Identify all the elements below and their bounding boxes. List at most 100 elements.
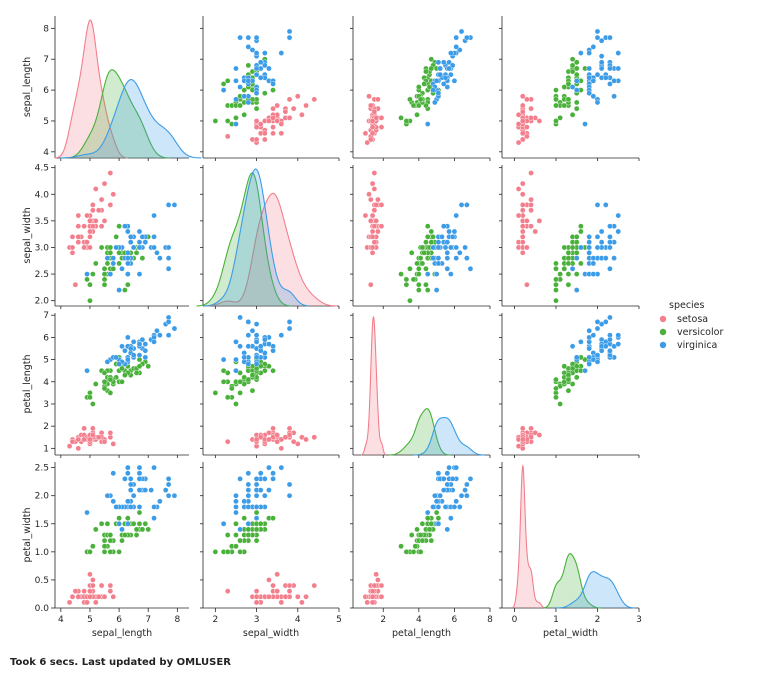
scatter-point-setosa	[524, 218, 530, 224]
scatter-point-versicolor	[573, 239, 580, 245]
scatter-point-versicolor	[87, 549, 93, 555]
scatter-point-virginica	[435, 59, 442, 66]
x-tick-label: 4	[58, 615, 64, 625]
y-tick-label: 4	[43, 378, 49, 388]
scatter-point-virginica	[424, 121, 431, 127]
scatter-point-virginica	[270, 347, 276, 354]
scatter-point-versicolor	[224, 370, 231, 376]
scatter-point-versicolor	[423, 239, 429, 245]
scatter-point-virginica	[253, 515, 260, 521]
scatter-point-versicolor	[565, 249, 572, 256]
scatter-point-versicolor	[573, 249, 580, 256]
scatter-point-setosa	[364, 139, 371, 146]
scatter-point-versicolor	[428, 56, 435, 63]
scatter-point-virginica	[611, 255, 617, 261]
kde-line-versicolor	[543, 553, 602, 609]
scatter-point-virginica	[119, 265, 125, 272]
scatter-point-setosa	[270, 130, 276, 137]
scatter-point-virginica	[278, 50, 285, 56]
scatter-point-setosa	[270, 105, 276, 112]
scatter-point-virginica	[266, 487, 272, 493]
scatter-point-virginica	[245, 481, 252, 488]
scatter-point-setosa	[378, 223, 385, 229]
y-axis-label: petal_width	[22, 508, 33, 563]
scatter-point-setosa	[519, 249, 526, 256]
scatter-point-versicolor	[237, 390, 243, 396]
scatter-point-setosa	[107, 582, 114, 589]
x-tick-label: 5	[87, 615, 93, 625]
scatter-point-virginica	[125, 255, 131, 261]
scatter-point-virginica	[453, 34, 459, 41]
scatter-point-versicolor	[101, 385, 108, 392]
scatter-point-versicolor	[253, 509, 260, 516]
scatter-point-virginica	[127, 239, 134, 245]
scatter-point-setosa	[282, 108, 289, 115]
scatter-point-versicolor	[553, 394, 559, 401]
scatter-point-setosa	[519, 202, 526, 208]
scatter-point-virginica	[440, 81, 447, 87]
scatter-point-setosa	[257, 121, 264, 127]
scatter-point-virginica	[446, 228, 452, 235]
panel-petal_width-vs-petal_length	[352, 462, 490, 609]
scatter-point-versicolor	[237, 549, 243, 555]
scatter-point-virginica	[136, 271, 143, 277]
scatter-point-setosa	[81, 223, 87, 229]
scatter-point-setosa	[95, 593, 102, 600]
scatter-point-versicolor	[212, 390, 219, 396]
scatter-point-virginica	[607, 65, 613, 72]
scatter-point-virginica	[586, 249, 592, 256]
scatter-point-virginica	[245, 487, 252, 493]
scatter-point-versicolor	[428, 537, 435, 544]
scatter-point-virginica	[594, 352, 601, 358]
scatter-point-virginica	[116, 287, 122, 293]
scatter-point-virginica	[586, 345, 592, 352]
scatter-point-virginica	[590, 44, 597, 50]
scatter-point-versicolor	[408, 249, 415, 256]
scatter-point-virginica	[233, 78, 239, 84]
scatter-point-setosa	[107, 588, 114, 594]
scatter-point-virginica	[139, 336, 146, 343]
kde-line-setosa	[204, 192, 337, 307]
scatter-point-virginica	[245, 492, 252, 499]
scatter-point-versicolor	[553, 287, 559, 293]
scatter-point-versicolor	[569, 56, 576, 63]
scatter-point-setosa	[107, 430, 114, 436]
scatter-point-virginica	[241, 93, 248, 100]
scatter-point-setosa	[373, 571, 379, 578]
scatter-point-versicolor	[553, 297, 559, 304]
scatter-point-virginica	[113, 244, 119, 251]
scatter-point-virginica	[119, 343, 125, 350]
scatter-point-versicolor	[565, 271, 572, 277]
scatter-point-virginica	[430, 504, 436, 510]
scatter-point-setosa	[519, 108, 526, 115]
scatter-point-virginica	[157, 255, 163, 261]
kde-fill-versicolor	[196, 172, 292, 306]
scatter-point-virginica	[125, 228, 131, 235]
scatter-point-virginica	[607, 244, 613, 251]
scatter-point-virginica	[165, 244, 172, 251]
scatter-point-setosa	[524, 133, 530, 140]
scatter-point-virginica	[448, 271, 454, 277]
scatter-point-versicolor	[270, 515, 276, 521]
scatter-point-versicolor	[107, 537, 114, 544]
scatter-point-versicolor	[414, 260, 420, 267]
scatter-point-virginica	[136, 239, 143, 245]
scatter-point-virginica	[151, 339, 157, 345]
scatter-point-versicolor	[133, 370, 140, 376]
scatter-point-virginica	[237, 34, 243, 41]
scatter-point-setosa	[101, 593, 108, 600]
scatter-point-versicolor	[92, 260, 99, 267]
scatter-point-setosa	[224, 438, 231, 445]
scatter-point-setosa	[369, 588, 376, 594]
y-tick-label: 0.0	[35, 604, 50, 614]
scatter-point-virginica	[270, 476, 276, 482]
scatter-point-versicolor	[403, 276, 410, 283]
kde-line-setosa	[54, 19, 129, 159]
scatter-point-versicolor	[428, 65, 435, 72]
scatter-point-setosa	[519, 180, 526, 187]
y-tick-label: 1.5	[35, 520, 49, 530]
scatter-point-virginica	[458, 202, 465, 208]
scatter-point-virginica	[464, 202, 470, 208]
scatter-point-versicolor	[423, 102, 429, 109]
scatter-point-versicolor	[145, 526, 152, 533]
